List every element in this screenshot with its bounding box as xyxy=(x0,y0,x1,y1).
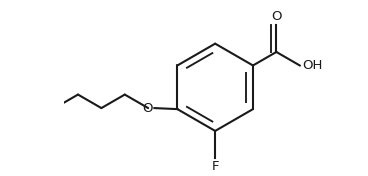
Text: O: O xyxy=(142,102,152,115)
Text: O: O xyxy=(271,10,282,23)
Text: OH: OH xyxy=(302,59,323,72)
Text: F: F xyxy=(212,160,219,173)
